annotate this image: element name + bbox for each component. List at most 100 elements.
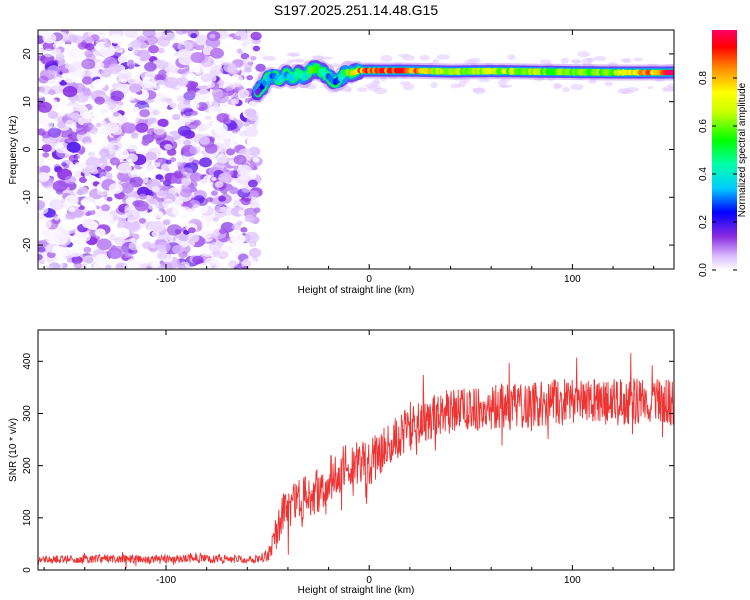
- noise-blob: [108, 183, 123, 194]
- noise-blob: [248, 146, 261, 156]
- y-tick-label: -20: [22, 237, 33, 252]
- noise-blob: [153, 79, 168, 91]
- noise-blob: [38, 253, 43, 261]
- noise-blob: [171, 113, 181, 121]
- noise-blob: [92, 79, 106, 90]
- noise-blob: [213, 91, 229, 104]
- noise-blob: [87, 164, 98, 173]
- noise-blob: [500, 84, 508, 88]
- noise-blob: [190, 52, 205, 63]
- noise-blob: [244, 214, 255, 223]
- noise-blob: [237, 164, 252, 176]
- noise-blob: [178, 54, 193, 66]
- noise-blob: [186, 74, 194, 81]
- noise-blob: [570, 59, 581, 64]
- noise-blob: [311, 55, 324, 60]
- noise-blob: [232, 140, 238, 145]
- noise-blob: [94, 119, 107, 130]
- noise-blob: [153, 210, 164, 219]
- noise-blob: [247, 179, 258, 188]
- noise-blob: [218, 195, 227, 202]
- noise-blob: [38, 101, 52, 113]
- noise-blob: [66, 203, 78, 213]
- signal-cell: [669, 69, 674, 76]
- noise-blob: [85, 36, 94, 44]
- noise-blob: [38, 158, 45, 167]
- noise-blob: [52, 42, 60, 49]
- noise-blob: [38, 75, 49, 84]
- noise-blob: [128, 144, 138, 152]
- noise-blob: [453, 77, 466, 81]
- noise-blob: [175, 30, 187, 35]
- noise-blob: [66, 222, 73, 227]
- spectrogram-noise-layer: [38, 30, 674, 269]
- noise-blob: [214, 209, 227, 218]
- noise-blob: [248, 242, 256, 248]
- noise-blob: [189, 145, 201, 155]
- noise-blob: [84, 142, 92, 147]
- noise-blob: [190, 65, 201, 73]
- noise-blob: [560, 57, 570, 64]
- noise-blob: [647, 86, 654, 90]
- noise-blob: [246, 137, 258, 146]
- noise-blob: [194, 34, 209, 46]
- noise-blob: [171, 205, 186, 217]
- noise-blob: [134, 199, 145, 208]
- noise-blob: [104, 42, 111, 48]
- noise-blob: [150, 260, 161, 268]
- noise-blob: [128, 205, 134, 210]
- noise-blob: [109, 157, 120, 166]
- noise-blob: [200, 73, 213, 83]
- noise-blob: [74, 161, 83, 168]
- noise-blob: [171, 121, 179, 128]
- noise-blob: [192, 103, 200, 109]
- noise-blob: [225, 85, 234, 92]
- noise-blob: [230, 74, 243, 85]
- noise-blob: [64, 105, 75, 113]
- noise-blob: [214, 181, 224, 188]
- noise-blob: [177, 125, 191, 137]
- noise-blob: [212, 122, 228, 135]
- noise-blob: [82, 255, 96, 266]
- noise-blob: [126, 209, 141, 220]
- noise-blob: [70, 248, 79, 255]
- noise-blob: [223, 263, 229, 268]
- noise-blob: [62, 86, 78, 98]
- noise-blob: [225, 148, 236, 156]
- noise-blob: [183, 139, 192, 146]
- noise-blob: [104, 165, 112, 172]
- noise-blob: [196, 168, 203, 173]
- noise-blob: [38, 246, 46, 253]
- noise-blob: [141, 139, 150, 146]
- noise-blob: [169, 157, 177, 163]
- noise-blob: [436, 54, 451, 60]
- noise-blob: [661, 88, 674, 92]
- y-tick-label: 200: [22, 457, 33, 474]
- noise-blob: [124, 253, 132, 258]
- noise-blob: [181, 49, 188, 55]
- noise-blob: [117, 56, 127, 64]
- noise-blob: [539, 59, 552, 64]
- noise-blob: [42, 152, 50, 158]
- x-tick-label: 100: [564, 575, 581, 586]
- x-tick-label: 100: [564, 274, 581, 285]
- noise-blob: [218, 250, 229, 259]
- noise-blob: [607, 61, 618, 68]
- colorbar-tick-label: 0.0: [698, 263, 709, 277]
- noise-blob: [125, 219, 140, 231]
- noise-blob: [468, 57, 481, 64]
- noise-blob: [101, 160, 109, 167]
- noise-blob: [74, 232, 82, 239]
- noise-blob: [208, 241, 222, 253]
- noise-blob: [109, 251, 121, 260]
- noise-blob: [247, 113, 259, 122]
- noise-blob: [156, 241, 171, 253]
- noise-blob: [401, 55, 415, 61]
- noise-blob: [70, 112, 80, 121]
- noise-blob: [150, 243, 157, 249]
- noise-blob: [201, 230, 212, 239]
- snr-xlabel: Height of straight line (km): [298, 585, 415, 596]
- noise-blob: [65, 119, 76, 128]
- noise-blob: [157, 118, 169, 128]
- noise-blob: [75, 93, 89, 103]
